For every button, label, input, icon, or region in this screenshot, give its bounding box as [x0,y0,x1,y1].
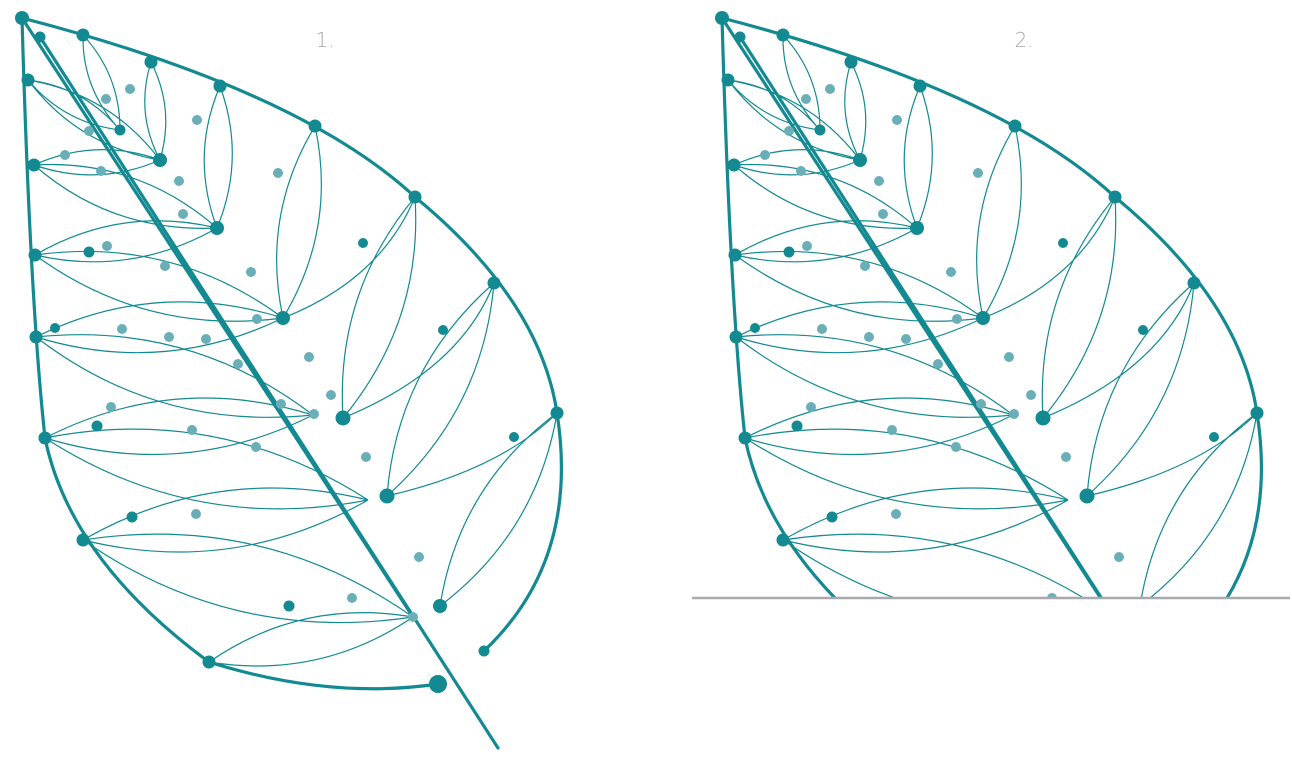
leaf-full [13,9,566,750]
leaf-cropped [713,9,1266,598]
panel-label: 2. [1014,28,1033,52]
panel-label: 1. [315,28,334,52]
